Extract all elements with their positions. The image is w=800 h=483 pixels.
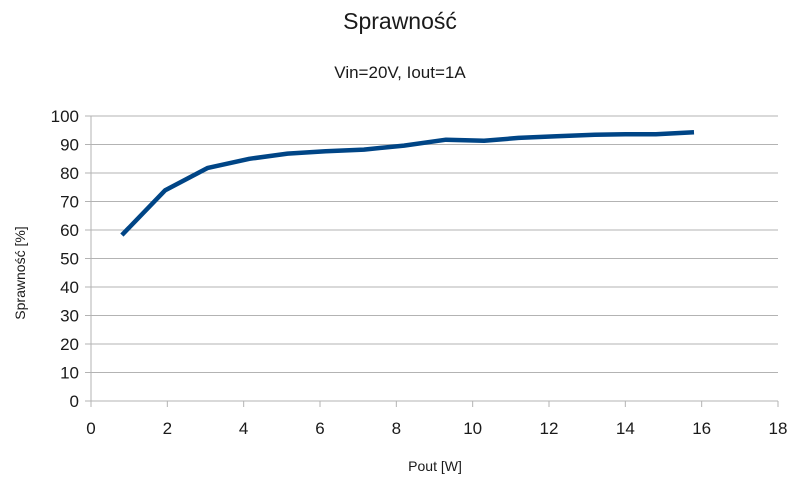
y-tick-label: 30 xyxy=(60,307,79,326)
y-tick-label: 40 xyxy=(60,278,79,297)
x-tick-label: 12 xyxy=(540,419,559,438)
y-tick-label: 10 xyxy=(60,364,79,383)
y-tick-label: 20 xyxy=(60,335,79,354)
x-tick-label: 4 xyxy=(239,419,248,438)
efficiency-line xyxy=(120,129,695,237)
y-tick-label: 50 xyxy=(60,250,79,269)
axes xyxy=(90,116,779,407)
x-tick-label: 8 xyxy=(392,419,401,438)
x-tick-label: 10 xyxy=(463,419,482,438)
x-tick-label: 18 xyxy=(769,419,788,438)
y-tick-label: 60 xyxy=(60,221,79,240)
y-tick-label: 80 xyxy=(60,164,79,183)
chart-subtitle: Vin=20V, Iout=1A xyxy=(334,63,466,82)
y-tick-label: 0 xyxy=(70,392,79,411)
y-tick-label: 100 xyxy=(51,107,79,126)
y-tick-label: 90 xyxy=(60,136,79,155)
x-tick-label: 6 xyxy=(315,419,324,438)
x-tick-label: 16 xyxy=(692,419,711,438)
x-axis-label: Pout [W] xyxy=(408,458,462,474)
x-tick-label: 2 xyxy=(163,419,172,438)
gridlines xyxy=(85,115,778,402)
x-tick-labels: 0 2 4 6 8 10 12 14 16 18 xyxy=(86,419,787,438)
y-tick-label: 70 xyxy=(60,193,79,212)
chart-title: Sprawność xyxy=(343,8,457,34)
x-tick-label: 0 xyxy=(86,419,95,438)
x-tick-label: 14 xyxy=(616,419,635,438)
y-tick-labels: 0 10 20 30 40 50 60 70 80 90 100 xyxy=(51,107,79,411)
